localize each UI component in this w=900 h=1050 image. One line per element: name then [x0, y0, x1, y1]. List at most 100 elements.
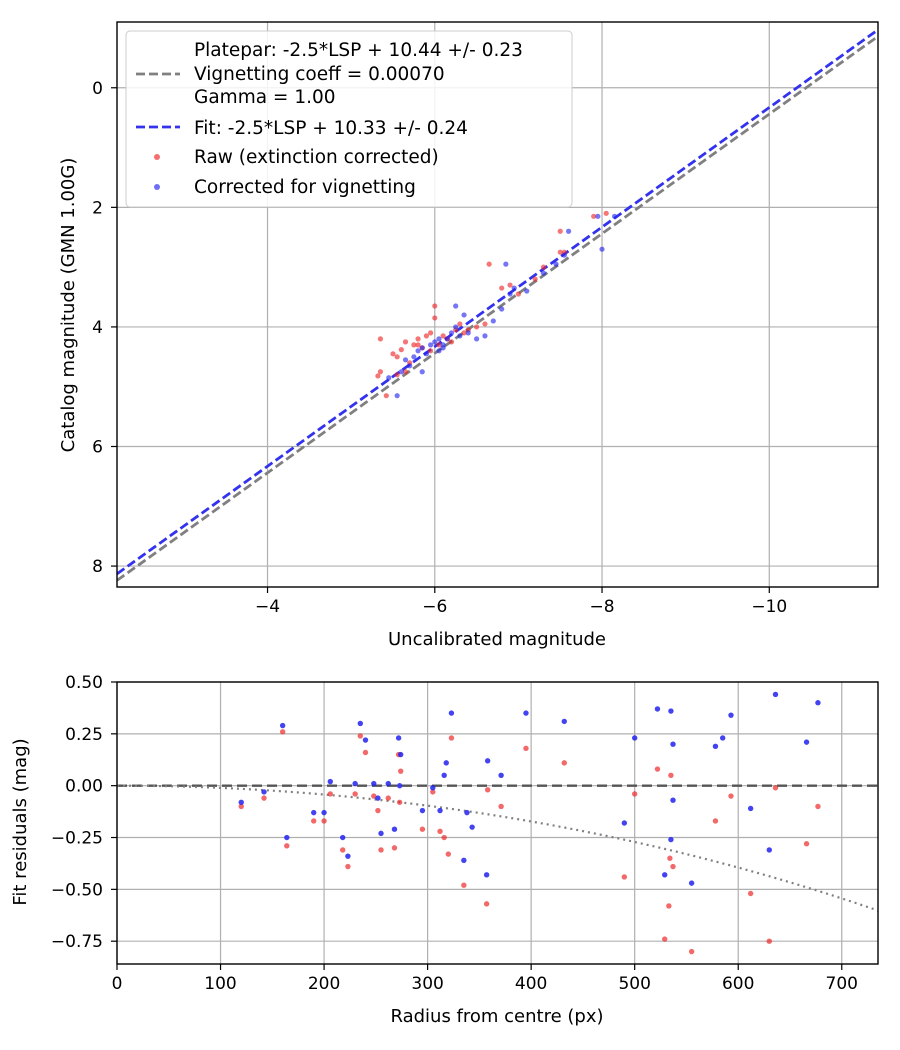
top-raw-point — [390, 351, 396, 357]
bottom-y-axis-label: Fit residuals (mag) — [10, 738, 31, 905]
bottom-corrected-point — [461, 857, 467, 864]
top-corrected-point — [402, 357, 409, 363]
bottom-corrected-point — [621, 820, 628, 826]
top-corrected-point — [599, 246, 605, 252]
top-raw-point — [540, 264, 547, 270]
bottom-corrected-point — [448, 710, 455, 716]
bottom-x-axis-label: Radius from centre (px) — [390, 1006, 603, 1027]
bottom-corrected-point — [441, 772, 447, 779]
top-raw-point — [432, 303, 438, 309]
bottom-y-tick-label: 0.00 — [65, 777, 103, 797]
bottom-corrected-point — [464, 809, 470, 816]
bottom-raw-point — [803, 841, 810, 847]
magnitude-plot: −4 −6 −8 −10 0 2 4 6 8 Uncalibrated magnitude Ca… — [58, 21, 879, 650]
bottom-corrected-point — [345, 853, 351, 859]
top-raw-point — [375, 373, 381, 379]
top-x-axis-label: Uncalibrated magnitude — [388, 629, 606, 650]
bottom-raw-point — [441, 834, 447, 841]
bottom-corrected-point — [668, 708, 674, 714]
bottom-raw-point — [321, 818, 327, 824]
bottom-corrected-point — [803, 739, 810, 745]
top-corrected-point — [561, 252, 568, 258]
bottom-raw-point — [327, 791, 333, 797]
bottom-raw-point — [747, 890, 754, 897]
top-corrected-point — [419, 369, 425, 375]
bottom-raw-point — [815, 803, 821, 810]
bottom-raw-point — [284, 843, 290, 849]
bottom-corrected-point — [712, 743, 719, 749]
bottom-corrected-point — [378, 830, 384, 837]
bottom-corrected-point — [430, 785, 436, 791]
legend-box — [125, 30, 573, 208]
bottom-raw-point — [712, 818, 719, 824]
top-y-tick-label: 2 — [92, 198, 103, 218]
top-x-tick-label: −10 — [751, 597, 787, 617]
bottom-corrected-point — [261, 789, 267, 795]
bottom-corrected-point — [284, 834, 290, 841]
top-raw-point — [461, 330, 467, 336]
bottom-corrected-point — [747, 805, 754, 812]
bottom-x-tick-label: 0 — [112, 974, 123, 994]
top-corrected-point — [553, 261, 559, 267]
top-raw-point — [415, 342, 421, 348]
bottom-raw-point — [371, 793, 377, 799]
top-corrected-point — [394, 393, 400, 399]
bottom-raw-point — [523, 745, 529, 752]
bottom-raw-point — [670, 863, 676, 870]
bottom-raw-point — [378, 847, 384, 853]
bottom-x-tick-label: 200 — [308, 974, 340, 994]
bottom-raw-point — [631, 791, 638, 797]
top-corrected-point — [415, 348, 421, 354]
top-raw-point — [436, 342, 442, 348]
bottom-corrected-point — [395, 735, 402, 741]
bottom-corrected-point — [238, 799, 244, 805]
bottom-raw-point — [498, 803, 504, 810]
bottom-ticks: 0 100 200 300 400 500 600 700 0.50 0.25 0.00 −0.25 −… — [51, 673, 858, 994]
bottom-raw-point — [461, 882, 467, 888]
top-raw-point — [603, 210, 609, 216]
top-corrected-point — [444, 336, 450, 342]
bottom-corrected-point — [311, 809, 317, 816]
legend-raw: Raw (extinction corrected) — [194, 147, 439, 168]
bottom-raw-point — [766, 938, 772, 944]
bottom-raw-point — [375, 807, 381, 814]
bottom-raw-point — [688, 948, 695, 955]
legend-vignetting: Vignetting coeff = 0.00070 — [194, 64, 445, 85]
bottom-corrected-point — [670, 797, 676, 803]
top-corrected-point — [427, 342, 434, 348]
top-raw-point — [432, 315, 438, 321]
bottom-corrected-point — [670, 741, 676, 747]
legend-red-marker — [154, 154, 160, 160]
bottom-points — [238, 691, 821, 955]
top-corrected-point — [490, 318, 496, 324]
top-raw-point — [377, 336, 384, 342]
legend-gamma: Gamma = 1.00 — [194, 87, 336, 108]
top-corrected-point — [440, 345, 446, 351]
top-raw-point — [515, 291, 522, 297]
top-raw-point — [427, 330, 434, 336]
top-corrected-point — [482, 333, 488, 339]
bottom-plot-frame — [116, 681, 879, 965]
bottom-y-tick-label: −0.75 — [51, 932, 103, 952]
bottom-corrected-point — [279, 722, 286, 729]
bottom-raw-point — [385, 795, 391, 801]
top-corrected-point — [465, 330, 471, 336]
legend: Platepar: -2.5*LSP + 10.44 +/- 0.23 Vign… — [125, 30, 573, 208]
bottom-corrected-point — [772, 691, 779, 698]
top-raw-point — [423, 333, 430, 339]
top-corrected-point — [448, 330, 455, 336]
top-corrected-point — [419, 345, 425, 351]
top-corrected-point — [511, 285, 517, 291]
bottom-raw-point — [437, 828, 443, 834]
bottom-y-tick-label: 0.25 — [65, 725, 103, 745]
bottom-raw-point — [728, 793, 734, 799]
legend-blue-marker — [154, 184, 160, 190]
bottom-corrected-point — [375, 795, 381, 801]
bottom-raw-point — [772, 785, 779, 791]
bottom-raw-point — [391, 845, 398, 851]
bottom-corrected-point — [654, 706, 661, 712]
top-corrected-point — [503, 261, 509, 267]
top-y-tick-label: 6 — [92, 437, 103, 457]
bottom-corrected-point — [523, 710, 529, 716]
top-corrected-point — [524, 288, 530, 294]
